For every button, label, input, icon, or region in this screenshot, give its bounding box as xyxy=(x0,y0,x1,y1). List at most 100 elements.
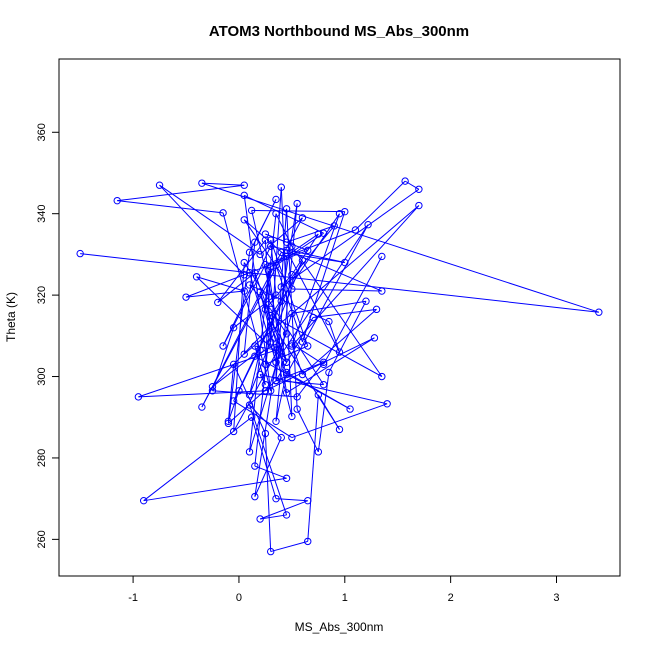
data-point xyxy=(293,393,301,401)
series-segment xyxy=(201,182,245,186)
series-segment xyxy=(302,308,377,375)
series-segment xyxy=(296,361,325,398)
data-point xyxy=(370,334,379,342)
series-segment xyxy=(249,199,277,253)
series-segment xyxy=(296,408,319,453)
data-point xyxy=(261,305,270,314)
series-segment xyxy=(228,380,277,424)
series-segment xyxy=(301,211,346,343)
chart-title: ATOM3 Northbound MS_Abs_300nm xyxy=(209,23,469,40)
data-point xyxy=(282,238,291,246)
series-segment xyxy=(243,262,325,385)
series-segment xyxy=(254,343,277,357)
y-axis-label: Theta (K) xyxy=(4,292,18,342)
data-point xyxy=(282,330,291,338)
y-tick-label: 260 xyxy=(36,530,48,548)
data-point xyxy=(282,474,291,482)
data-point xyxy=(277,183,285,191)
series-segment xyxy=(143,477,287,502)
series-segment xyxy=(291,343,324,365)
data-point xyxy=(256,250,264,259)
data-point xyxy=(229,323,238,332)
data-point xyxy=(229,397,238,405)
series-segment xyxy=(328,300,367,373)
data-point xyxy=(288,433,296,442)
data-point xyxy=(277,283,285,291)
series-segment xyxy=(243,242,256,355)
series-segment xyxy=(243,205,420,355)
data-point xyxy=(272,376,280,385)
data-point xyxy=(325,368,333,377)
data-point xyxy=(245,401,254,409)
data-point xyxy=(261,429,270,438)
data-point xyxy=(277,433,285,442)
data-point xyxy=(261,260,270,269)
series-segment xyxy=(270,540,308,553)
y-tick-label: 320 xyxy=(36,286,48,304)
data-point xyxy=(113,196,121,205)
data-point xyxy=(401,177,409,185)
series-segment xyxy=(259,217,303,255)
series-segment xyxy=(264,433,272,552)
series-segment xyxy=(249,404,288,516)
data-point xyxy=(378,252,386,261)
series-segment xyxy=(270,245,345,264)
data-point xyxy=(378,372,386,381)
data-point xyxy=(240,287,248,295)
data-point xyxy=(282,389,291,397)
x-axis: -1 0 1 2 3 xyxy=(128,576,560,604)
data-point xyxy=(229,427,238,436)
data-point xyxy=(266,305,275,314)
data-point xyxy=(182,293,190,301)
data-point xyxy=(264,266,273,275)
data-point xyxy=(240,191,248,200)
series-segment xyxy=(275,317,314,381)
data-point xyxy=(134,393,143,401)
series-points xyxy=(76,177,603,556)
series-segment xyxy=(233,400,293,439)
series-segment xyxy=(201,217,303,408)
series-segment xyxy=(275,380,324,386)
data-point xyxy=(378,287,386,295)
data-point xyxy=(261,360,270,369)
series-segment xyxy=(275,372,288,422)
data-point xyxy=(240,181,248,189)
x-tick-label: 3 xyxy=(553,592,559,604)
series-segment xyxy=(286,225,335,243)
series-segment xyxy=(159,184,245,276)
data-point xyxy=(272,261,280,270)
series-segment xyxy=(286,250,340,353)
data-point xyxy=(282,368,291,377)
data-point xyxy=(293,405,301,413)
data-point xyxy=(335,348,344,356)
data-point xyxy=(261,380,270,389)
series-segment xyxy=(291,403,388,439)
series-segment xyxy=(323,256,383,365)
series-segment xyxy=(275,224,369,363)
series-segment xyxy=(201,182,599,313)
data-point xyxy=(240,271,248,279)
series-segment xyxy=(217,272,256,303)
data-point xyxy=(240,258,248,267)
data-point xyxy=(282,370,291,379)
series-segment xyxy=(270,315,383,377)
series-segment xyxy=(254,437,282,497)
data-point xyxy=(251,492,259,501)
data-point xyxy=(293,199,301,208)
series-lines xyxy=(80,180,599,553)
data-point xyxy=(282,358,291,366)
data-point xyxy=(272,358,280,366)
data-point xyxy=(330,222,338,230)
data-point xyxy=(288,340,296,348)
data-point xyxy=(247,206,256,215)
data-point xyxy=(288,271,296,279)
data-point xyxy=(314,230,323,238)
series-segment xyxy=(275,361,324,382)
data-point xyxy=(272,340,280,348)
series-segment xyxy=(260,514,287,520)
data-point xyxy=(251,352,259,360)
series-segment xyxy=(254,465,287,479)
series-segment xyxy=(355,180,406,231)
data-point xyxy=(415,185,423,193)
